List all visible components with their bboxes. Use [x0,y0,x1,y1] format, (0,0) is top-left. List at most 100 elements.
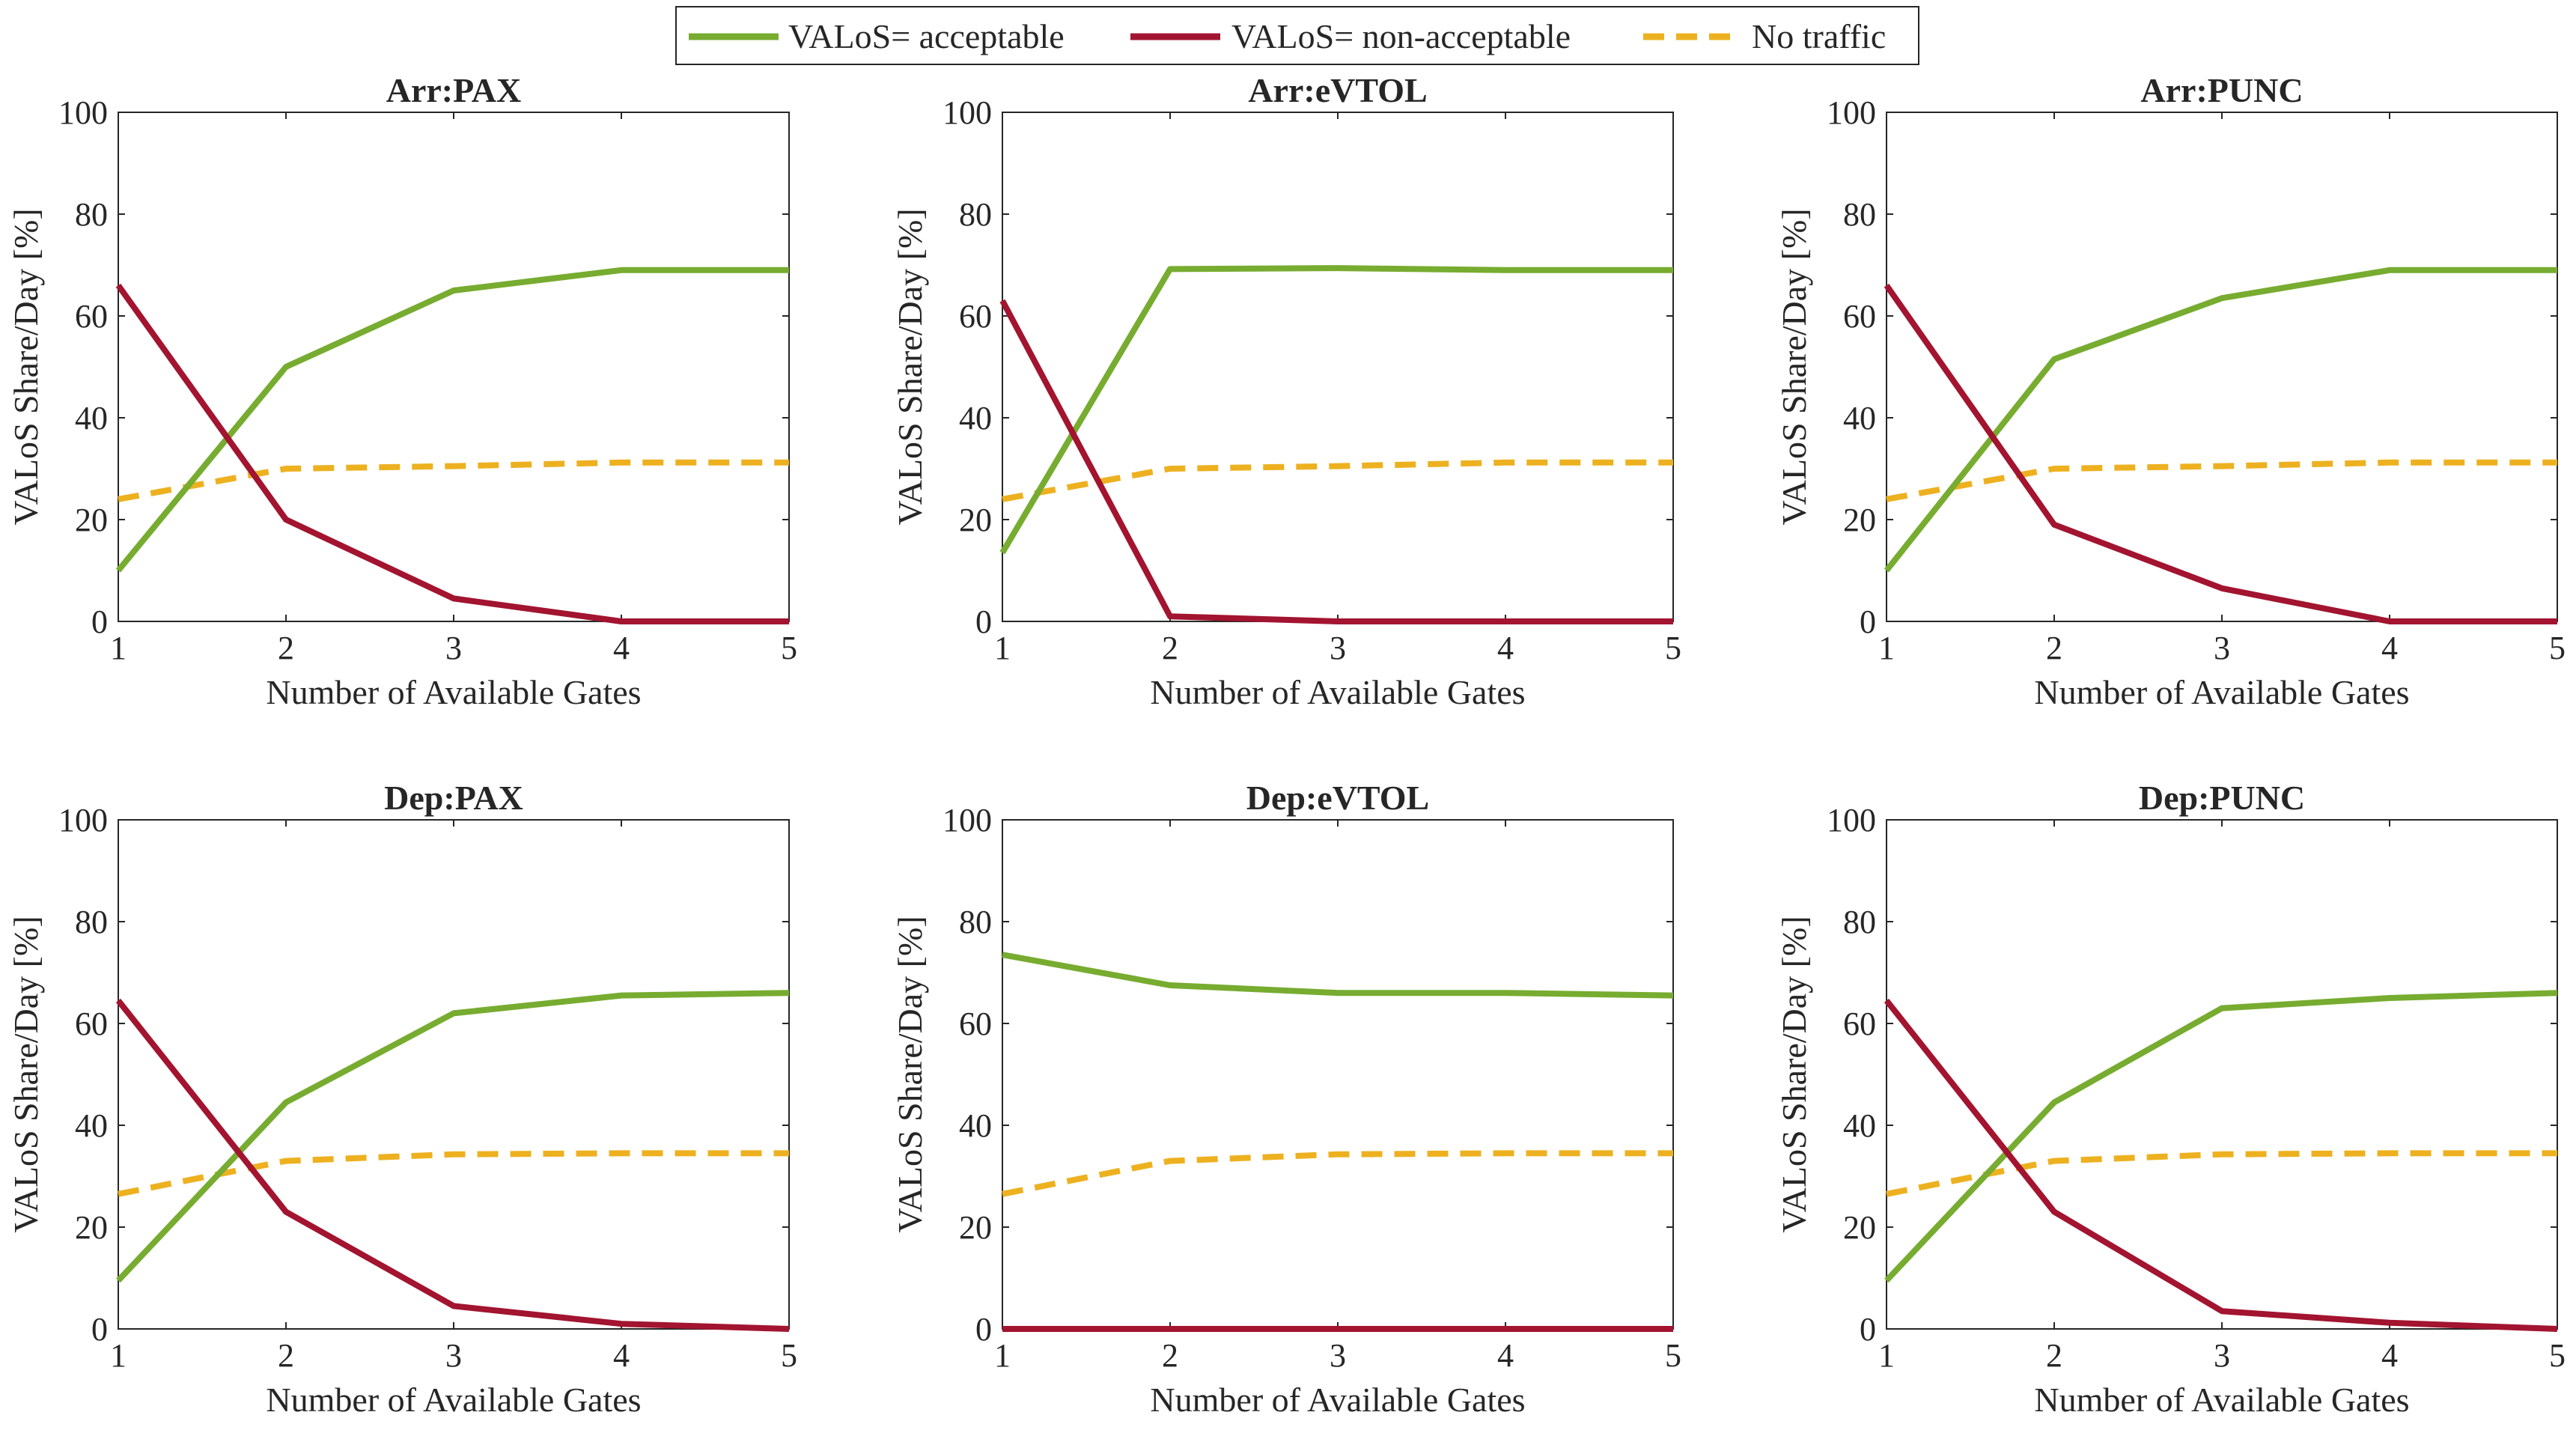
x-tick-label: 2 [278,1337,294,1374]
x-tick-label: 5 [1665,1337,1681,1374]
x-tick-label: 2 [2046,1337,2062,1374]
y-tick-label: 0 [91,603,108,640]
subplot-dep-pax: Dep:PAX 1 2 3 4 5 0 20 40 60 80 100 Number of Availa… [7,779,797,1419]
y-axis-label: VALoS Share/Day [%] [891,208,929,525]
y-tick-label: 20 [959,1209,992,1246]
subplot-dep-punc: Dep:PUNC 1 2 3 4 5 0 20 40 60 80 100 Number of Avail… [1775,779,2566,1419]
axes-box [118,819,790,1330]
axes-box [1886,819,2558,1330]
y-tick-label: 0 [975,603,992,640]
series-line-valos-acceptable [1884,990,2558,1283]
series-line-no-traffic [1002,1150,1673,1197]
x-axis-label: Number of Available Gates [266,673,641,711]
series-line-valos-acceptable [1002,952,1674,999]
series-line-no-traffic [118,459,789,502]
y-tick-label: 20 [75,1209,108,1246]
x-tick-label: 2 [278,630,294,666]
series-line-no-traffic [1002,459,1673,502]
x-tick-label: 3 [2214,630,2230,666]
series-line-valos-non-acceptable [1884,998,2558,1332]
y-tick-label: 100 [943,802,992,839]
series-line-valos-acceptable [116,990,790,1283]
y-tick-label: 80 [1843,196,1876,233]
y-axis-label: VALoS Share/Day [%] [1775,208,1813,525]
y-tick-label: 40 [959,400,992,436]
x-tick-label: 1 [994,1337,1011,1374]
series-line-valos-non-acceptable [1884,283,2557,624]
x-tick-label: 4 [613,630,630,666]
subplot-title: Dep:PAX [384,779,523,817]
legend-label-no-traffic: No traffic [1752,17,1886,55]
y-tick-label: 20 [75,502,108,538]
subplot-title: Arr:PUNC [2140,71,2303,109]
x-tick-label: 2 [1162,630,1178,666]
x-tick-label: 1 [994,630,1011,666]
x-tick-label: 5 [781,1337,797,1374]
y-tick-label: 80 [75,196,108,233]
y-tick-label: 40 [1843,1107,1876,1144]
x-tick-label: 5 [781,630,797,666]
x-axis-label: Number of Available Gates [1150,673,1525,711]
x-tick-label: 2 [1162,1337,1178,1374]
axes-box [118,112,790,622]
x-axis-label: Number of Available Gates [2034,1381,2409,1419]
x-tick-label: 1 [1878,630,1895,666]
x-tick-label: 2 [2046,630,2062,666]
y-tick-label: 40 [1843,400,1876,436]
x-tick-label: 4 [1497,1337,1514,1374]
subplot-arr-evtol: Arr:eVTOL 1 2 3 4 5 0 20 40 60 80 100 Number of Avai… [891,71,1681,711]
x-tick-label: 3 [445,630,462,666]
series-line-valos-acceptable [999,265,1673,555]
x-tick-label: 5 [1665,630,1681,666]
y-tick-label: 100 [1827,94,1876,131]
y-axis-label: VALoS Share/Day [%] [891,916,929,1232]
subplot-title: Dep:PUNC [2139,779,2305,817]
y-axis-label: VALoS Share/Day [%] [7,208,45,525]
x-axis-label: Number of Available Gates [266,1381,641,1419]
y-tick-label: 0 [975,1311,992,1348]
y-tick-label: 20 [959,502,992,538]
series-line-valos-non-acceptable [115,998,790,1332]
y-tick-label: 20 [1843,1209,1876,1246]
y-tick-label: 60 [1843,298,1876,335]
y-axis-label: VALoS Share/Day [%] [1775,916,1813,1232]
y-tick-label: 0 [1860,1311,1876,1348]
y-tick-label: 100 [58,94,108,131]
y-tick-label: 100 [1827,802,1876,839]
subplot-arr-pax: Arr:PAX 1 2 3 4 5 0 20 40 60 80 100 Number of Availa… [7,71,797,711]
y-tick-label: 60 [959,298,992,335]
legend-label-acceptable: VALoS= acceptable [788,17,1065,55]
subplot-title: Dep:eVTOL [1246,779,1430,817]
y-tick-label: 80 [959,904,992,940]
x-tick-label: 1 [110,1337,127,1374]
x-tick-label: 5 [2549,1337,2566,1374]
y-tick-label: 80 [75,904,108,940]
y-tick-label: 0 [91,1311,108,1348]
series-line-valos-acceptable [1884,267,2557,573]
x-tick-label: 4 [2381,630,2398,666]
axes-box [1886,112,2558,622]
subplot-dep-evtol: Dep:eVTOL 1 2 3 4 5 0 20 40 60 80 100 Number of Avai… [891,779,1681,1419]
series-line-valos-non-acceptable [115,283,789,624]
subplot-arr-punc: Arr:PUNC 1 2 3 4 5 0 20 40 60 80 100 Number of Avail… [1775,71,2566,711]
series-line-no-traffic [1886,459,2557,502]
y-tick-label: 60 [959,1005,992,1042]
series-line-valos-acceptable [115,267,789,573]
subplot-title: Arr:eVTOL [1248,71,1427,109]
y-tick-label: 100 [943,94,992,131]
series-line-valos-non-acceptable [999,299,1673,624]
x-tick-label: 3 [2214,1337,2230,1374]
series-line-no-traffic [1886,1150,2557,1197]
legend: VALoS= acceptable VALoS= non-acceptable … [675,6,1919,65]
legend-label-non-acceptable: VALoS= non-acceptable [1231,17,1571,55]
y-tick-label: 60 [75,1005,108,1042]
y-tick-label: 100 [58,802,108,839]
series-line-no-traffic [118,1150,789,1197]
x-axis-label: Number of Available Gates [1150,1381,1525,1419]
x-tick-label: 5 [2549,630,2566,666]
y-tick-label: 80 [959,196,992,233]
x-tick-label: 1 [110,630,127,666]
x-axis-label: Number of Available Gates [2034,673,2409,711]
